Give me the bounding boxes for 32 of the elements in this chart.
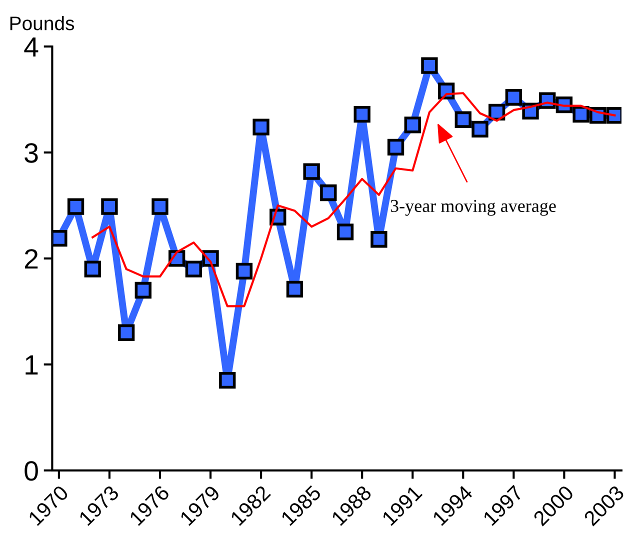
point [67,198,84,215]
annotation: 3-year moving average [390,200,556,216]
point [118,324,135,341]
point [252,118,270,136]
point [572,106,590,123]
point [286,280,304,298]
y-tick-label: 2 [24,249,38,269]
point [84,260,101,278]
point [236,262,253,280]
y-axis-title: Pounds [10,16,74,30]
point [387,138,404,156]
point [320,184,337,202]
y-tick-label: 1 [26,355,38,375]
point [472,120,488,138]
point [52,230,68,247]
point [354,106,370,123]
point [101,198,118,215]
y-tick-label: 4 [24,37,38,57]
point [421,57,438,74]
y-tick-label: 3 [24,143,38,163]
point [303,163,320,180]
point [185,260,202,278]
point [152,198,168,215]
point [404,116,421,134]
point [219,372,236,389]
point [370,231,388,248]
point [336,224,354,240]
point [134,282,152,299]
point [505,89,522,106]
y-tick-label: 0 [24,461,38,481]
point [606,107,622,124]
point [454,111,472,128]
